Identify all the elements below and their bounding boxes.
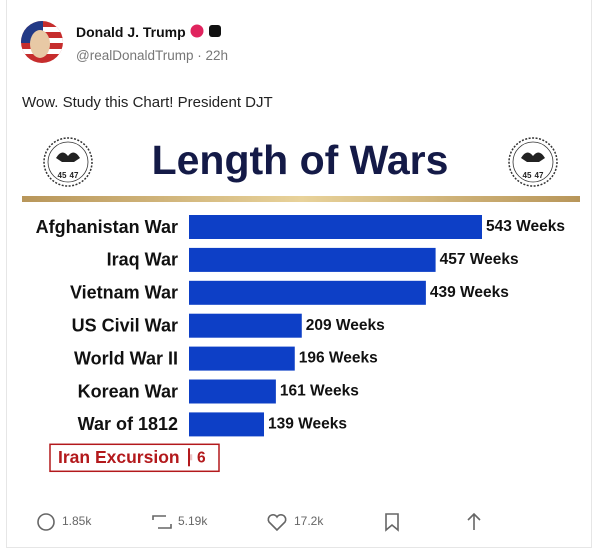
bar xyxy=(189,379,276,404)
category-label: US Civil War xyxy=(72,315,178,335)
bookmark-icon[interactable] xyxy=(385,513,399,532)
category-label: War of 1812 xyxy=(78,414,178,434)
avatar[interactable] xyxy=(21,21,63,63)
category-label: Iran Excursion xyxy=(58,447,180,467)
category-label: World War II xyxy=(74,348,178,368)
bar xyxy=(189,247,436,272)
value-label: 139 Weeks xyxy=(268,415,347,432)
highlight-box xyxy=(49,443,220,473)
seal-number: 47 xyxy=(535,171,544,180)
affiliate-badge xyxy=(209,25,221,37)
repost-icon[interactable] xyxy=(152,515,172,529)
bar xyxy=(189,215,482,239)
category-label: Afghanistan War xyxy=(36,217,178,237)
seal-number: 45 xyxy=(523,171,532,180)
bar xyxy=(189,412,265,437)
post-text: Wow. Study this Chart! President DJT xyxy=(22,94,273,111)
reply-count: 1.85k xyxy=(62,514,92,528)
chart-title: Length of Wars xyxy=(152,137,449,183)
share-icon[interactable] xyxy=(467,512,481,530)
category-label: Korean War xyxy=(78,381,178,401)
seal-number: 47 xyxy=(70,171,79,180)
seal-eagle xyxy=(56,152,80,162)
value-label: 457 Weeks xyxy=(440,251,519,268)
seal-eagle xyxy=(521,152,545,162)
bar xyxy=(189,454,193,461)
seal-inner xyxy=(47,141,89,183)
post-time[interactable]: 22h xyxy=(194,48,229,63)
like-count: 17.2k xyxy=(294,514,324,528)
value-label: 439 Weeks xyxy=(430,284,509,301)
author-name[interactable]: Donald J. Trump xyxy=(76,24,186,40)
gold-rule xyxy=(22,196,580,202)
value-label: 543 Weeks xyxy=(486,218,565,235)
value-label: 6 xyxy=(197,449,206,466)
handle-line: @realDonaldTrump22h xyxy=(76,48,228,63)
seal-inner xyxy=(512,141,554,183)
value-label: 209 Weeks xyxy=(306,317,385,334)
handle[interactable]: @realDonaldTrump xyxy=(76,48,194,63)
post-card xyxy=(6,0,592,548)
seal-number: 45 xyxy=(58,171,67,180)
category-label: Iraq War xyxy=(107,250,178,270)
like-icon[interactable] xyxy=(267,513,287,532)
value-label: 196 Weeks xyxy=(299,350,378,367)
bar xyxy=(189,313,302,338)
value-label: 161 Weeks xyxy=(280,383,359,400)
reply-icon[interactable] xyxy=(37,513,55,531)
bar xyxy=(189,346,295,371)
verified-badge xyxy=(190,24,204,38)
bar xyxy=(189,280,426,305)
repost-count: 5.19k xyxy=(178,514,208,528)
category-label: Vietnam War xyxy=(70,283,178,303)
